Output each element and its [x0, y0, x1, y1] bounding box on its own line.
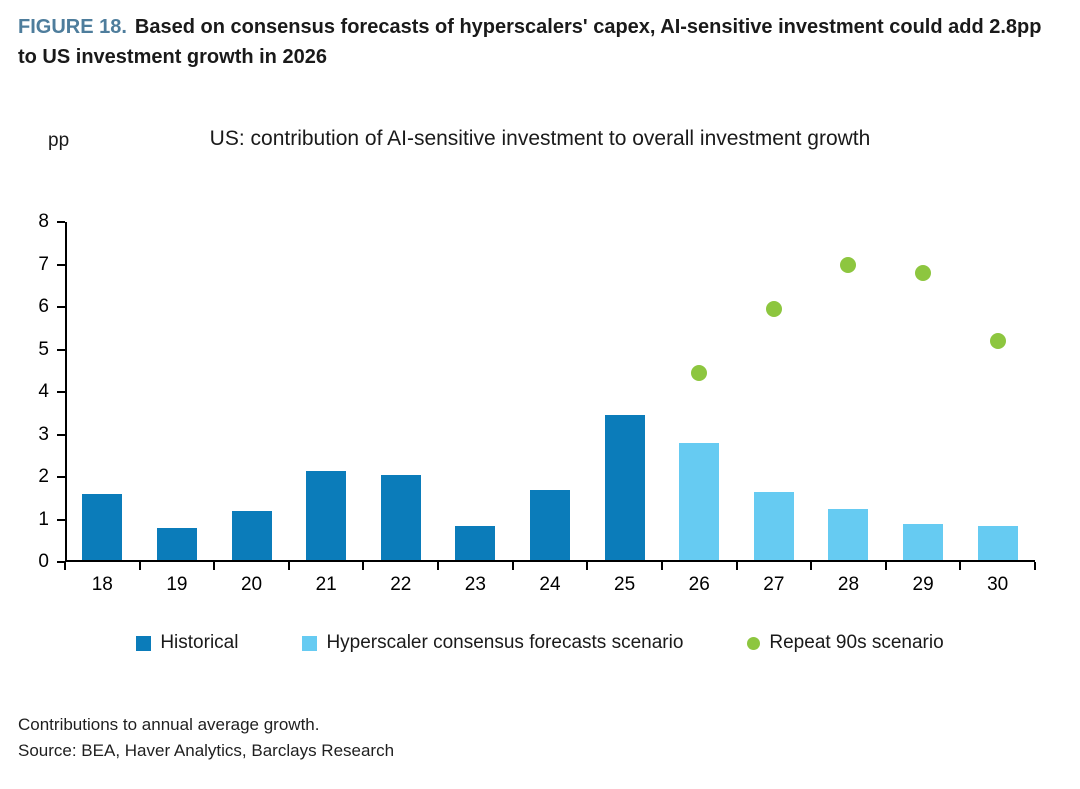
x-tick-label: 27	[763, 574, 785, 595]
x-tick-mark	[213, 562, 216, 570]
legend-label: Historical	[160, 632, 239, 653]
bar-20	[231, 511, 272, 560]
x-tick-mark	[362, 562, 365, 570]
figure-caption: FIGURE 18. Based on consensus forecasts o…	[18, 12, 1064, 72]
scatter-dot-30	[989, 333, 1006, 349]
y-tick-label: 0	[38, 551, 49, 572]
y-tick-mark	[57, 306, 65, 308]
y-tick-mark	[57, 221, 65, 223]
x-tick-mark	[64, 562, 66, 570]
x-axis-line	[65, 560, 1035, 562]
y-tick-label: 4	[38, 381, 49, 402]
legend-item: Historical	[136, 632, 238, 654]
y-tick-label: 8	[38, 211, 49, 232]
x-tick-label: 18	[91, 574, 113, 595]
bar-28	[828, 508, 869, 560]
bar-21	[306, 470, 347, 560]
y-tick-mark	[57, 391, 65, 393]
y-axis-line	[65, 222, 67, 562]
scatter-dot-26	[691, 364, 708, 381]
x-tick-label: 23	[464, 574, 486, 595]
scatter-dot-29	[915, 265, 932, 281]
x-tick-label: 29	[912, 574, 934, 595]
x-tick-label: 20	[240, 574, 263, 595]
legend-item: Repeat 90s scenario	[747, 632, 944, 654]
y-axis-unit-label: pp	[48, 130, 70, 151]
chart-plot-area: 0 1 2 3 4 5 6 7 8 18 19 20 21 22 23 24 25 26 27 28 29 30	[38, 211, 1036, 595]
x-tick-mark	[287, 562, 290, 570]
legend-item: Hyperscaler consensus forecasts scenario	[302, 632, 683, 654]
scatter-dot-28	[840, 256, 857, 273]
x-tick-mark	[810, 562, 813, 570]
bar-25	[604, 415, 645, 560]
x-tick-mark	[138, 562, 141, 570]
chart-legend: Historical Hyperscaler consensus forecast…	[0, 632, 1080, 654]
x-tick-mark	[884, 562, 887, 570]
y-tick-label: 5	[38, 338, 49, 360]
legend-square-icon	[136, 635, 152, 651]
bar-22	[380, 474, 421, 560]
x-tick-label: 30	[987, 574, 1009, 595]
x-tick-mark	[660, 562, 663, 570]
x-tick-mark	[511, 562, 514, 570]
y-tick-mark	[57, 518, 65, 521]
y-tick-mark	[57, 348, 65, 351]
x-tick-label: 24	[539, 574, 561, 595]
x-tick-mark	[959, 562, 962, 570]
footnote-source: Source: BEA, Haver Analytics, Barclays R…	[18, 741, 395, 760]
bar-23	[455, 525, 496, 560]
bar-19	[156, 528, 197, 560]
x-tick-mark	[735, 562, 738, 570]
bar-26	[679, 443, 720, 560]
bar-27	[753, 491, 794, 560]
x-tick-label: 26	[688, 574, 710, 595]
x-tick-label: 21	[315, 574, 337, 595]
y-tick-mark	[57, 433, 65, 436]
chart-title: US: contribution of AI-sensitive investm…	[209, 127, 871, 150]
legend-dot-icon	[747, 636, 761, 650]
scatter-dot-27	[765, 301, 782, 318]
x-tick-label: 19	[166, 574, 188, 595]
bar-24	[530, 489, 570, 560]
x-tick-label: 22	[390, 574, 412, 595]
bar-29	[903, 523, 944, 560]
legend-square-icon	[302, 635, 318, 651]
bar-30	[977, 525, 1018, 560]
y-tick-label: 1	[38, 508, 49, 530]
y-tick-label: 3	[38, 423, 49, 445]
x-tick-mark	[437, 562, 440, 570]
x-tick-label: 25	[614, 574, 636, 595]
figure-caption-text: Based on consensus forecasts of hypersca…	[18, 16, 1042, 68]
y-tick-mark	[57, 561, 65, 563]
legend-label: Hyperscaler consensus forecasts scenario	[326, 632, 684, 653]
legend-label: Repeat 90s scenario	[769, 632, 944, 653]
chart-footnotes: Contributions to annual average growth. …	[18, 712, 394, 764]
y-tick-label: 2	[38, 466, 49, 487]
x-tick-label: 28	[837, 574, 860, 595]
x-tick-mark	[586, 562, 589, 570]
y-tick-mark	[57, 263, 65, 266]
footnote-note: Contributions to annual average growth.	[18, 715, 320, 734]
y-tick-mark	[57, 476, 65, 478]
figure-number-label: FIGURE 18.	[18, 16, 127, 38]
y-tick-label: 7	[38, 253, 49, 275]
x-tick-mark	[1034, 562, 1036, 570]
bar-18	[82, 494, 123, 560]
y-tick-label: 6	[38, 296, 49, 317]
